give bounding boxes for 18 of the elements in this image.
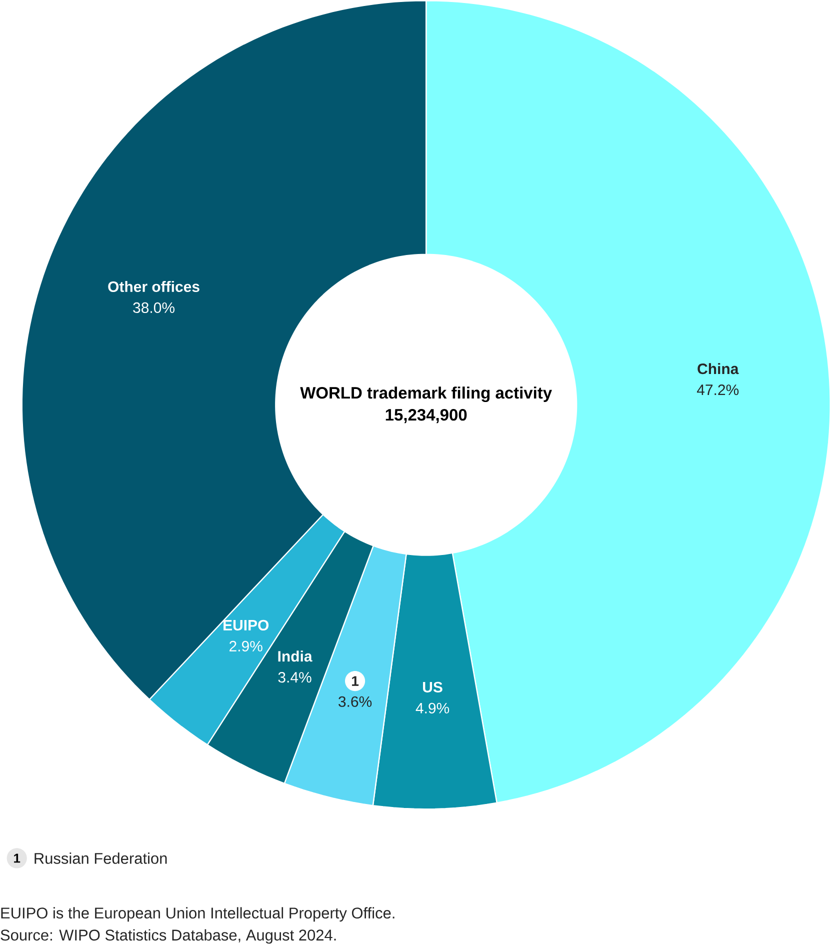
slice-label: EUIPO (224, 620, 269, 630)
slice-label: US (423, 682, 442, 692)
data-label: 4.9% (416, 702, 450, 714)
text: 15,234,900 (386, 408, 467, 424)
category-label: 1 (14, 854, 20, 863)
data-label: 3.6% (338, 696, 372, 707)
data-label: 47.2% (697, 384, 739, 396)
slice-label: Other offices (108, 281, 200, 292)
slice-label: India (278, 650, 312, 662)
data-label: 38.0% (133, 302, 175, 313)
slice-label: 1 (352, 676, 359, 686)
data-label: 2.9% (230, 640, 262, 652)
slice-label: China (698, 363, 739, 374)
data-label: 3.4% (278, 672, 312, 683)
text: Russian Federation (34, 852, 167, 864)
text: WORLD trademark filing activity (300, 386, 552, 402)
text: EUIPO is the European Union Intellectual Property Office. (1, 907, 394, 922)
source-note: Source: WIPO Statistics Database, August 2024. (0, 929, 336, 944)
